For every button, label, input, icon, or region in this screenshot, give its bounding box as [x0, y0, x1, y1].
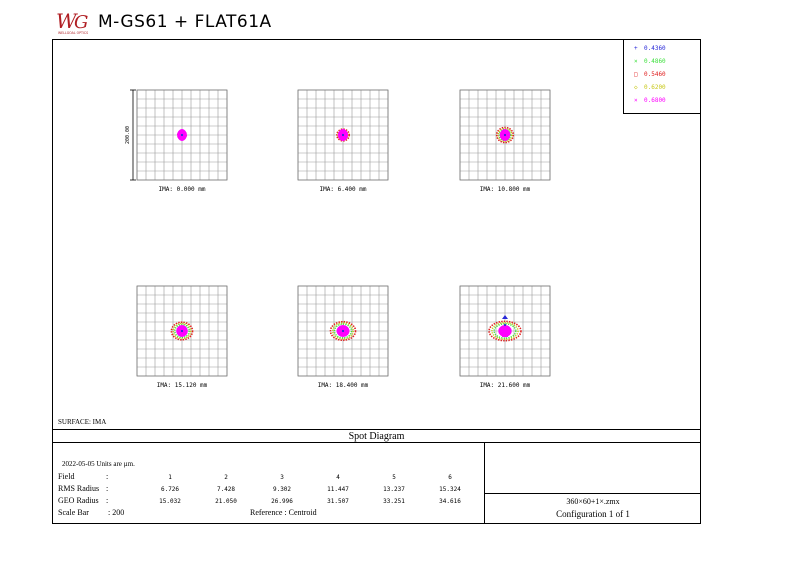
panel-border — [459, 89, 551, 181]
geo-label: GEO Radius — [58, 496, 99, 505]
panel-label: IMA: 10.800 mm — [480, 186, 531, 193]
spot-ring — [172, 322, 192, 340]
spot-ring — [497, 127, 513, 143]
wavelength-legend: +0.4360 × 0.4860 □ 0.5460 ◇ 0.6200 × 0.6800 — [623, 39, 701, 114]
legend-symbol-5: × — [634, 97, 638, 104]
scale-bar-label: 200.00 — [125, 126, 131, 144]
rms-value: 6.726 — [160, 486, 180, 493]
geo-value: 34.616 — [439, 498, 461, 505]
spot-tail — [502, 327, 508, 337]
field-value: 4 — [336, 474, 340, 481]
field-value: 2 — [224, 474, 228, 481]
rms-value: 7.428 — [216, 486, 236, 493]
panel-label: IMA: 21.600 mm — [480, 382, 531, 389]
spot-point — [503, 323, 507, 327]
field-value: 1 — [168, 474, 172, 481]
configuration-label: Configuration 1 of 1 — [556, 509, 630, 519]
rms-label: RMS Radius — [58, 484, 100, 493]
spot-point — [341, 133, 345, 137]
spot-point — [180, 329, 184, 333]
panel-label: IMA: 0.000 mm — [159, 186, 206, 193]
panel-border — [297, 285, 389, 377]
info-right-blank — [485, 443, 701, 494]
panel-label: IMA: 6.400 mm — [320, 186, 367, 193]
legend-symbol-2: × — [634, 58, 638, 65]
spot-point — [341, 329, 345, 333]
file-name: 360×60+1×.zmx — [566, 497, 620, 506]
spot-ring — [329, 320, 357, 342]
field-colon: : — [106, 472, 109, 481]
field-label: Field — [58, 472, 75, 481]
geo-value: 31.507 — [327, 498, 349, 505]
spot-point — [180, 133, 184, 137]
info-panel: 2022-05-05 Units are µm. Field : RMS Rad… — [52, 443, 485, 524]
spot-ring — [488, 320, 522, 342]
svg-text:WELLGOAL OPTICS: WELLGOAL OPTICS — [58, 31, 88, 35]
title-band: Spot Diagram — [52, 429, 701, 443]
rms-value: 9.302 — [272, 486, 292, 493]
scale-bar-value: : 200 — [108, 508, 125, 517]
date-units: 2022-05-05 Units are µm. — [62, 460, 135, 468]
geo-value: 26.996 — [271, 498, 293, 505]
rms-value: 13.237 — [383, 486, 405, 493]
spot-ring — [174, 323, 190, 339]
spot-ring — [332, 322, 354, 340]
spot-ring — [495, 126, 515, 144]
rms-colon: : — [106, 484, 109, 493]
panel-border — [136, 89, 228, 181]
scale-bar-label: Scale Bar — [58, 508, 89, 517]
field-value: 5 — [392, 474, 396, 481]
spot-ring — [170, 321, 194, 341]
field-value: 6 — [448, 474, 452, 481]
panel-border — [136, 285, 228, 377]
config-panel: 360×60+1×.zmx Configuration 1 of 1 — [485, 494, 701, 524]
field-value: 3 — [280, 474, 284, 481]
geo-value: 15.032 — [159, 498, 181, 505]
spot-point — [503, 133, 507, 137]
svg-text:W: W — [56, 12, 78, 33]
panel-border — [459, 285, 551, 377]
legend-symbol-4: ◇ — [634, 84, 638, 91]
legend-entry-1: +0.4360 — [634, 45, 666, 52]
surface-label: SURFACE: IMA — [58, 418, 107, 426]
plot-frame — [52, 39, 701, 524]
rms-value: 15.324 — [439, 486, 461, 493]
legend-symbol-3: □ — [634, 71, 638, 78]
spot-point — [502, 315, 508, 319]
spot-ring — [493, 323, 517, 339]
rms-value: 11.447 — [327, 486, 349, 493]
document-title: M-GS61 + FLAT61A — [98, 12, 272, 32]
panel-label: IMA: 18.400 mm — [318, 382, 369, 389]
spot-diagram-title: Spot Diagram — [348, 431, 405, 442]
geo-colon: : — [106, 496, 109, 505]
spot-ring — [498, 128, 512, 142]
company-logo: W G WELLGOAL OPTICS — [56, 12, 88, 35]
panel-border — [297, 89, 389, 181]
svg-text:G: G — [74, 12, 88, 33]
geo-value: 33.251 — [383, 498, 405, 505]
panel-label: IMA: 15.120 mm — [157, 382, 208, 389]
legend-entry-4: ◇ 0.6200 — [634, 84, 666, 91]
reference-text: Reference : Centroid — [250, 508, 317, 517]
geo-value: 21.050 — [215, 498, 237, 505]
spot-ring — [336, 128, 350, 142]
spot-ring — [491, 321, 519, 341]
spot-ring — [333, 323, 353, 339]
legend-entry-2: × 0.4860 — [634, 58, 666, 65]
legend-entry-3: □ 0.5460 — [634, 71, 666, 78]
legend-entry-5: × 0.6800 — [634, 97, 666, 104]
legend-symbol-1: + — [634, 45, 638, 52]
